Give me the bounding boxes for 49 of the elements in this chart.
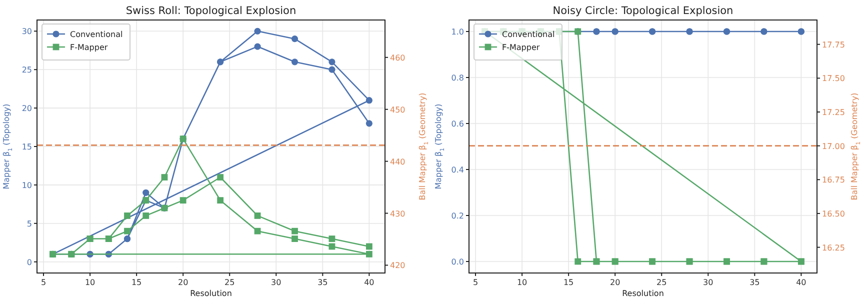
y-tick-label: 15 [22, 142, 32, 152]
x-tick-label: 35 [318, 278, 328, 287]
y2-tick-label: 16.25 [822, 243, 845, 252]
x-axis-title: Resolution [622, 289, 664, 298]
y-tick-label: 0.2 [451, 212, 464, 220]
x-tick-label: 30 [271, 278, 282, 287]
legend-label: F-Mapper [70, 43, 108, 52]
y2-tick-label: 440 [390, 157, 406, 166]
x-tick-label: 20 [178, 278, 188, 287]
legend-label: F-Mapper [502, 43, 540, 52]
y-tick-label: 25 [22, 66, 32, 75]
x-tick-label: 5 [472, 278, 478, 287]
x-tick-label: 15 [563, 278, 574, 287]
x-tick-label: 30 [703, 278, 714, 287]
x-tick-label: 40 [796, 278, 806, 287]
y-tick-label: 0.4 [451, 166, 464, 174]
chart-title: Noisy Circle: Topological Explosion [552, 5, 734, 17]
y2-tick-label: 430 [390, 209, 406, 218]
chart-title: Swiss Roll: Topological Explosion [126, 5, 296, 17]
y-tick-label: 10 [22, 180, 32, 190]
x-tick-label: 5 [40, 278, 46, 287]
y-tick-label: 0.6 [451, 120, 464, 128]
y-tick-label: 30 [22, 27, 32, 36]
x-tick-label: 35 [750, 278, 760, 287]
y-tick-label: 0 [26, 258, 32, 267]
x-tick-label: 25 [656, 278, 667, 287]
x-tick-label: 10 [84, 278, 96, 287]
x-tick-label: 15 [131, 278, 142, 287]
x-tick-label: 10 [516, 278, 528, 287]
y-tick-label: 0.0 [451, 258, 464, 266]
y2-tick-label: 17.75 [822, 40, 845, 50]
y2-tick-label: 17.50 [822, 74, 845, 84]
y2-tick-label: 450 [390, 105, 406, 114]
y2-tick-label: 17.25 [822, 108, 845, 117]
x-tick-label: 40 [364, 278, 374, 287]
y-tick-label: 5 [26, 219, 32, 228]
y2-tick-label: 16.50 [822, 209, 845, 218]
y2-tick-label: 420 [390, 261, 406, 270]
x-axis-title: Resolution [190, 289, 232, 298]
y2-tick-label: 460 [390, 53, 406, 62]
y2-tick-label: 16.75 [822, 176, 845, 185]
y-tick-label: 0.8 [451, 74, 464, 82]
x-tick-label: 25 [224, 278, 235, 287]
y-tick-label: 20 [22, 104, 32, 114]
legend-label: Conventional [70, 30, 123, 39]
y-tick-label: 1.0 [451, 28, 464, 36]
y2-tick-label: 17.00 [822, 142, 845, 151]
x-tick-label: 20 [610, 278, 620, 287]
legend-label: Conventional [502, 30, 555, 39]
